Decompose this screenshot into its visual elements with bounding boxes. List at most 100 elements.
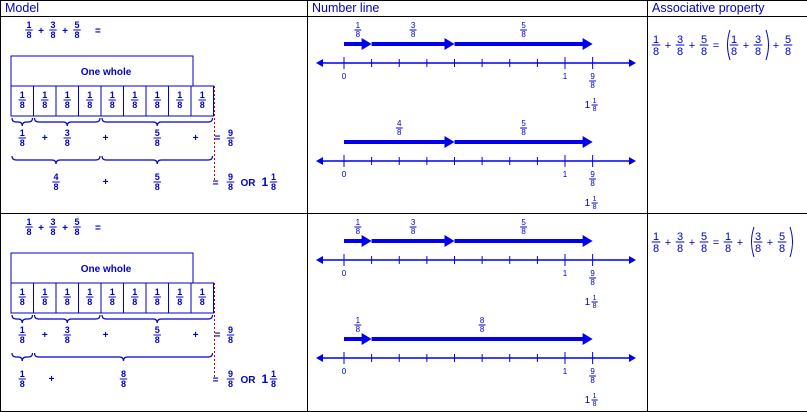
or-label: OR xyxy=(241,178,257,189)
fraction-numerator: 9 xyxy=(590,269,595,278)
fraction-numerator: 3 xyxy=(50,217,55,227)
line1-term: 18 xyxy=(19,128,26,148)
jump-arrowhead xyxy=(583,136,593,148)
fraction-denominator: 8 xyxy=(356,325,361,334)
piece-label: 18 xyxy=(86,90,93,110)
plus-sign: + xyxy=(665,40,671,52)
or-label: OR xyxy=(241,375,257,386)
axis-arrow-left xyxy=(316,157,323,165)
fraction-denominator: 8 xyxy=(87,100,92,110)
tick-label-0: 0 xyxy=(342,72,347,81)
equals-sign: = xyxy=(215,330,221,341)
fraction-denominator: 8 xyxy=(228,379,233,389)
fraction-numerator: 3 xyxy=(50,20,55,30)
fraction-numerator: 1 xyxy=(653,34,659,46)
fraction-denominator: 8 xyxy=(590,376,595,385)
fraction-numerator: 3 xyxy=(411,21,416,30)
piece-label: 18 xyxy=(109,90,116,110)
jump-arrowhead xyxy=(362,235,372,247)
fraction-numerator: 3 xyxy=(755,34,761,46)
fraction-denominator: 8 xyxy=(653,46,659,58)
fraction-denominator: 8 xyxy=(42,100,47,110)
fraction-numerator: 3 xyxy=(65,325,70,335)
plus-sign: + xyxy=(767,237,773,249)
plus-sign: + xyxy=(773,40,779,52)
one-whole-label: One whole xyxy=(81,264,132,275)
fraction-denominator: 8 xyxy=(20,138,25,148)
plus-sign: + xyxy=(193,330,199,341)
fraction-denominator: 8 xyxy=(590,179,595,188)
brace-grouped-left xyxy=(12,156,100,164)
fraction-numerator: 9 xyxy=(228,128,233,138)
fraction-numerator: 1 xyxy=(132,287,137,297)
fraction-denominator: 8 xyxy=(132,297,137,307)
fraction-numerator: 1 xyxy=(42,287,47,297)
fraction-denominator: 8 xyxy=(50,227,55,237)
fraction-denominator: 8 xyxy=(593,303,597,310)
plus-sign: + xyxy=(49,374,55,385)
fraction-denominator: 8 xyxy=(593,204,597,211)
fraction-numerator: 1 xyxy=(132,90,137,100)
jump-label: 18 xyxy=(354,21,361,39)
plus-sign: + xyxy=(42,330,48,341)
axis-arrow-left xyxy=(316,59,323,67)
equals-sign: = xyxy=(213,178,219,189)
model-diagram-1: 18+38+58=One whole1818181818181818181838… xyxy=(1,17,306,212)
fraction-denominator: 8 xyxy=(653,243,659,255)
mixed-fraction: 18 xyxy=(270,172,277,192)
fraction-denominator: 8 xyxy=(677,243,683,255)
piece-label: 18 xyxy=(109,287,116,307)
line1-result: 98 xyxy=(227,128,234,148)
plus-sign: + xyxy=(38,223,44,234)
fraction-numerator: 5 xyxy=(701,34,707,46)
tick-label-1: 1 xyxy=(563,72,568,81)
axis-arrow-right xyxy=(629,59,636,67)
line2-term: 48 xyxy=(52,172,59,192)
fraction-denominator: 8 xyxy=(155,100,160,110)
fraction-denominator: 8 xyxy=(110,297,115,307)
end-fraction-label: 98 xyxy=(589,170,596,188)
mixed-whole: 1 xyxy=(262,372,269,386)
plus-sign: + xyxy=(665,237,671,249)
fraction-numerator: 4 xyxy=(397,119,402,128)
jump-label: 88 xyxy=(479,316,486,334)
axis-arrow-right xyxy=(629,354,636,362)
model-diagram-2: 18+38+58=One whole1818181818181818181838… xyxy=(1,214,306,410)
brace-second xyxy=(35,315,101,323)
fraction-denominator: 8 xyxy=(480,325,485,334)
fraction-numerator: 5 xyxy=(785,34,791,46)
fraction-numerator: 5 xyxy=(155,325,160,335)
fraction-denominator: 8 xyxy=(677,46,683,58)
fraction-denominator: 8 xyxy=(593,106,597,113)
fraction-denominator: 8 xyxy=(132,100,137,110)
fraction-numerator: 3 xyxy=(65,128,70,138)
fraction-numerator: 3 xyxy=(677,231,683,243)
end-fraction-label: 98 xyxy=(589,72,596,90)
jump-arrowhead xyxy=(362,38,372,50)
assoc-fraction: 18 xyxy=(730,34,739,58)
equals-sign: = xyxy=(95,26,101,37)
jump-label: 18 xyxy=(354,316,361,334)
fraction-denominator: 8 xyxy=(177,100,182,110)
assoc-fraction: 18 xyxy=(652,34,661,58)
fraction-denominator: 8 xyxy=(521,128,526,137)
assoc-fraction: 38 xyxy=(754,231,763,255)
line1-term: 38 xyxy=(64,128,71,148)
fraction-numerator: 5 xyxy=(521,21,526,30)
fraction-denominator: 8 xyxy=(200,100,205,110)
open-paren xyxy=(752,227,755,257)
fraction-numerator: 8 xyxy=(121,369,126,379)
axis-arrow-left xyxy=(316,354,323,362)
jump-label: 58 xyxy=(520,21,527,39)
line2-result: 98 xyxy=(227,172,234,192)
fraction-numerator: 1 xyxy=(731,34,737,46)
piece-label: 18 xyxy=(176,287,183,307)
expression-term: 18 xyxy=(25,20,32,40)
jump-arrowhead xyxy=(445,38,455,50)
fraction-numerator: 5 xyxy=(74,217,79,227)
